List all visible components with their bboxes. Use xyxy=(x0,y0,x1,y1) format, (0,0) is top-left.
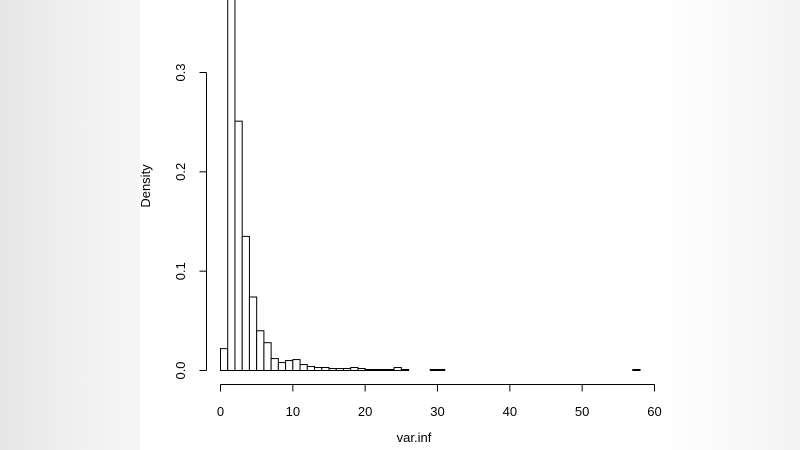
x-tick-label: 10 xyxy=(286,404,300,419)
histogram-bar xyxy=(632,369,641,371)
histogram-bar xyxy=(393,367,402,371)
histogram-bars xyxy=(220,0,641,372)
histogram-bar xyxy=(364,369,373,371)
histogram-bar xyxy=(379,369,388,371)
x-tick-label: 60 xyxy=(647,404,661,419)
histogram-bar xyxy=(248,296,258,372)
histogram-bar xyxy=(234,120,243,371)
histogram-bar xyxy=(299,364,308,372)
y-axis-title: Density xyxy=(138,164,153,208)
y-tick-label: 0.0 xyxy=(173,361,188,379)
histogram-bar xyxy=(371,369,381,371)
histogram-bar xyxy=(386,369,395,371)
histogram-bar xyxy=(342,368,352,372)
histogram-bar xyxy=(256,330,265,371)
histogram-bar xyxy=(437,369,446,371)
x-tick-label: 30 xyxy=(430,404,444,419)
x-tick-label: 50 xyxy=(575,404,589,419)
histogram-bar xyxy=(350,367,359,371)
histogram-bar xyxy=(306,366,316,372)
plot-canvas xyxy=(140,0,660,450)
x-tick-label: 0 xyxy=(217,404,224,419)
histogram-bar xyxy=(400,369,410,371)
y-tick-label: 0.1 xyxy=(173,262,188,280)
histogram-bar xyxy=(292,359,301,371)
right-background xyxy=(660,0,800,450)
y-tick-label: 0.2 xyxy=(173,163,188,181)
histogram-bar xyxy=(241,235,250,371)
histogram-bar xyxy=(285,360,294,372)
histogram-bar xyxy=(321,367,330,371)
histogram-bar xyxy=(277,362,287,372)
histogram-bar xyxy=(227,0,236,372)
histogram-bar xyxy=(220,348,229,371)
histogram-bar xyxy=(328,368,337,372)
left-background xyxy=(0,0,140,450)
x-axis-title: var.inf xyxy=(397,430,432,445)
histogram-bar xyxy=(263,342,272,372)
x-axis: 0 10 20 30 40 50 60 xyxy=(217,384,662,419)
y-tick-label: 0.3 xyxy=(173,63,188,81)
histogram-bar xyxy=(270,358,279,371)
x-tick-label: 20 xyxy=(358,404,372,419)
y-axis: 0.0 0.1 0.2 0.3 xyxy=(173,63,207,380)
histogram-bar xyxy=(357,368,366,372)
histogram-bar xyxy=(335,368,344,372)
x-tick-label: 40 xyxy=(503,404,517,419)
histogram-bar xyxy=(429,369,438,371)
histogram-bar xyxy=(314,367,323,371)
